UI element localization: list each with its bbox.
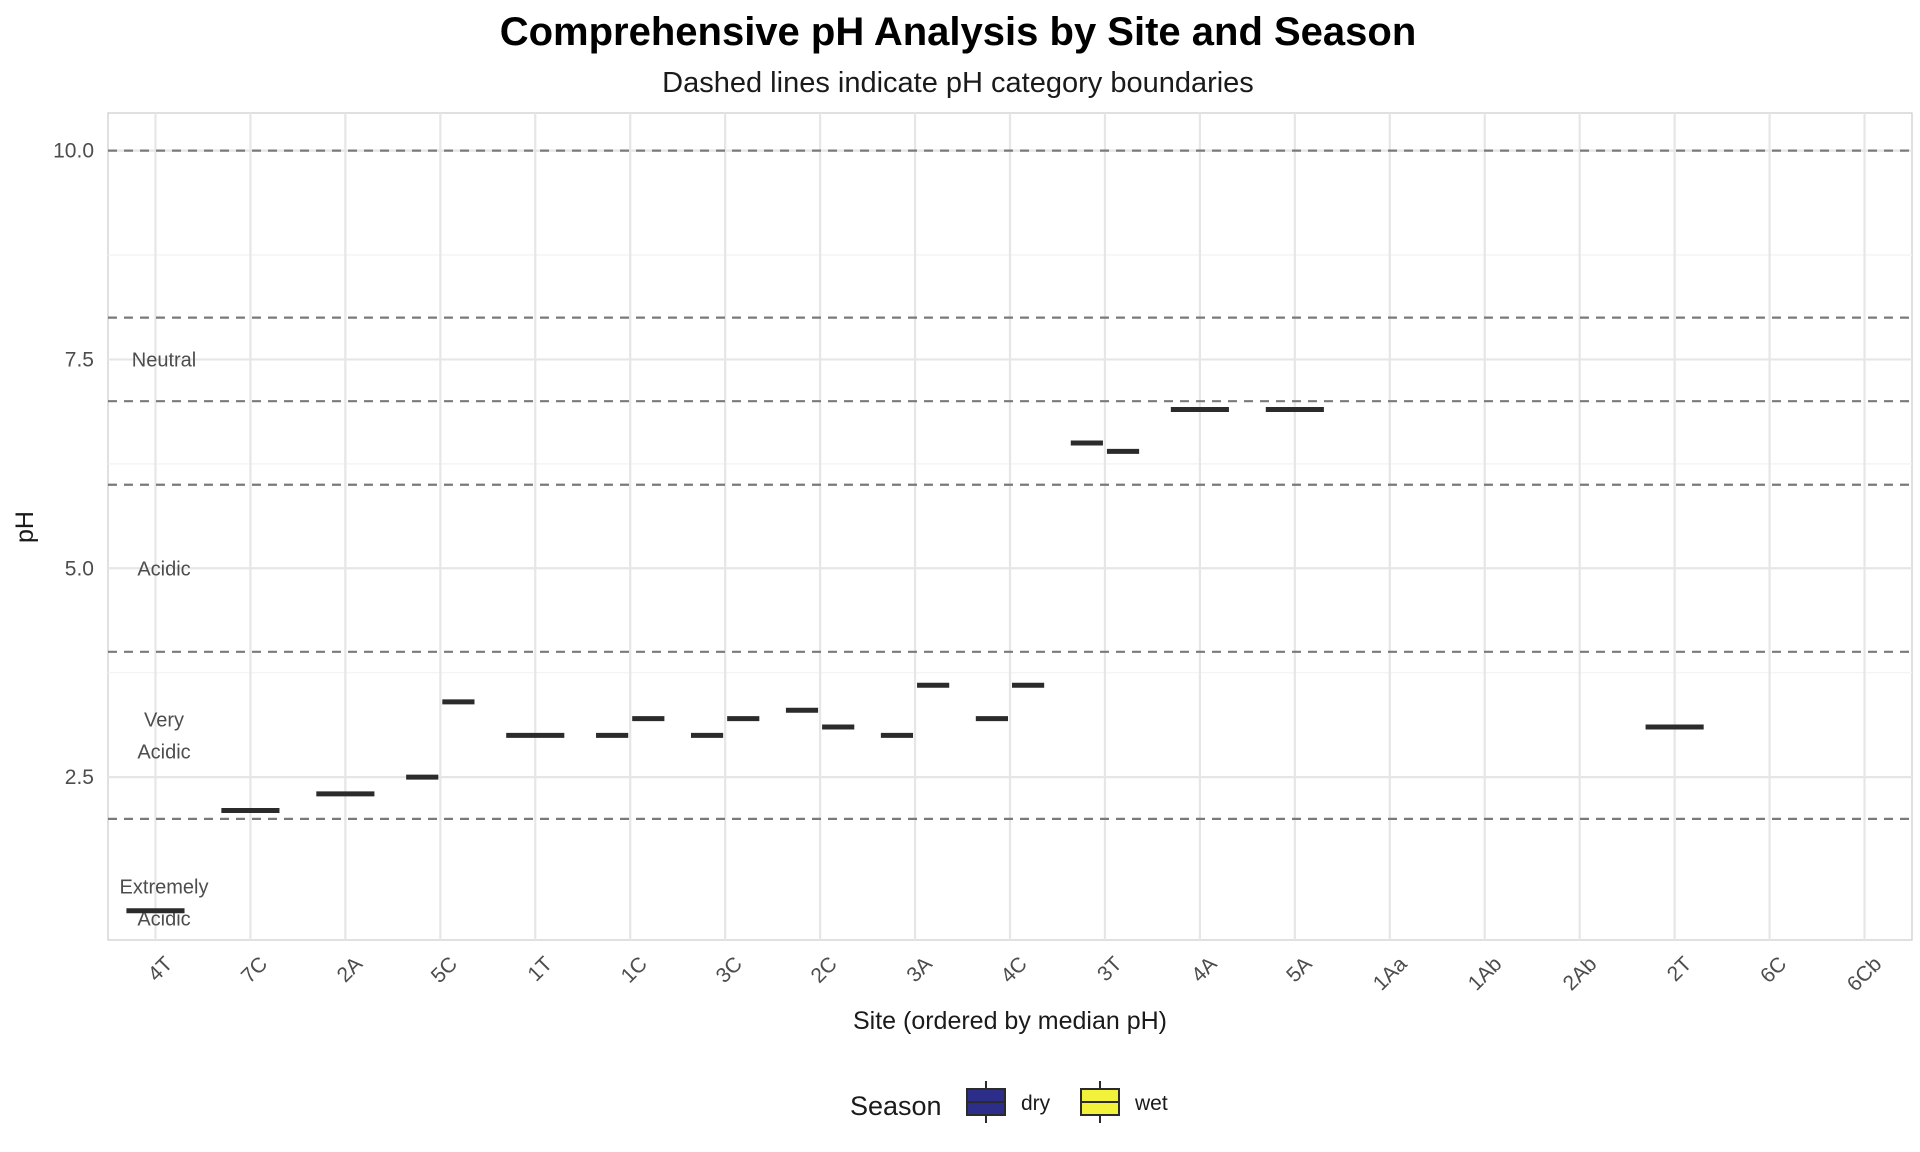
x-axis-ticks: 4T 7C 2A 5C 1T 1C 3C 2C 3A 4C 3T 4A 5A 1Aa 1Ab 2Ab 2T 6C 6… [144,952,1887,996]
y-axis-ticks: 2.5 5.0 7.5 10.0 [53,140,94,790]
x-tick-label: 2A [333,952,367,986]
x-tick-label: 1T [523,952,557,986]
category-labels: Extremely Acidic Very Acidic Acidic Neutral [120,349,209,930]
x-tick-label: 1C [617,952,652,987]
y-tick-label: 10.0 [53,140,94,163]
category-boundary-lines [108,149,1912,820]
x-tick-label: 1Ab [1464,952,1507,995]
category-label: Acidic [137,908,190,930]
chart-title: Comprehensive pH Analysis by Site and Se… [500,10,1417,54]
x-tick-label: 2C [807,952,842,987]
x-tick-label: 3T [1093,952,1127,986]
x-tick-label: 7C [237,952,272,987]
x-tick-label: 2T [1663,952,1697,986]
y-axis-title: pH [11,511,39,543]
x-tick-label: 5C [427,952,462,987]
boxplot-layer [126,407,1704,914]
y-tick-label: 5.0 [65,557,94,580]
x-tick-label: 4A [1187,952,1221,986]
category-label: Acidic [137,741,190,763]
chart-subtitle: Dashed lines indicate pH category bounda… [662,67,1254,99]
x-tick-label: 4C [996,952,1031,987]
legend-label-wet: wet [1134,1092,1168,1115]
legend: Season dry wet [850,1081,1168,1123]
x-axis-title: Site (ordered by median pH) [853,1007,1167,1035]
x-tick-label: 2Ab [1559,952,1602,995]
category-label: Extremely [120,876,209,898]
legend-label-dry: dry [1021,1092,1051,1115]
x-tick-label: 3A [902,952,936,986]
category-label: Neutral [132,349,196,371]
x-tick-label: 6C [1756,952,1791,987]
x-tick-label: 3C [712,952,747,987]
y-tick-label: 7.5 [65,348,94,371]
legend-title: Season [850,1091,942,1121]
x-tick-label: 6Cb [1843,952,1887,996]
x-tick-label: 4T [144,952,178,986]
category-label: Very [144,709,184,731]
x-tick-label: 5A [1282,952,1316,986]
y-tick-label: 2.5 [65,766,94,789]
category-label: Acidic [137,558,190,580]
grid-lines [108,113,1912,940]
x-tick-label: 1Aa [1369,952,1412,995]
